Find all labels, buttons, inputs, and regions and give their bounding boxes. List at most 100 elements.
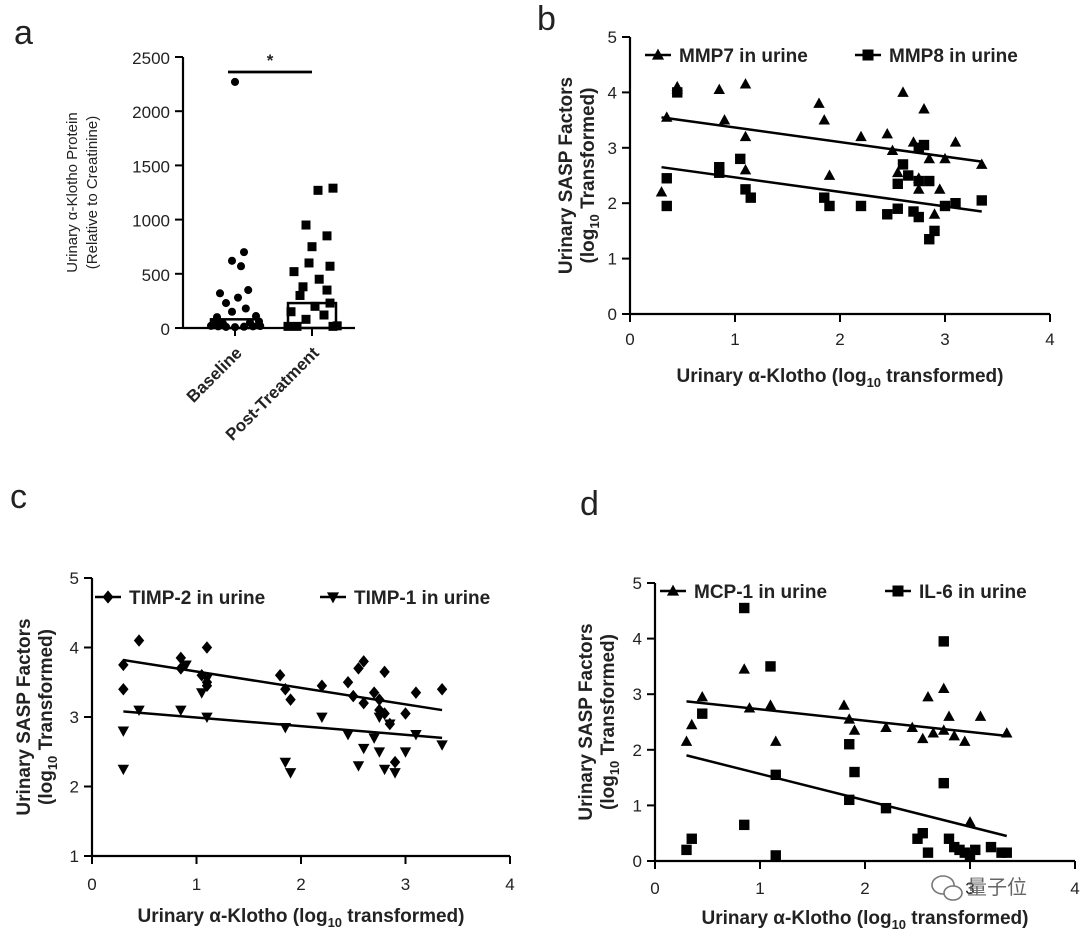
data-point-series-1: [739, 78, 752, 89]
y-tick-label: 2: [633, 741, 642, 760]
watermark: 量子位: [931, 875, 1027, 901]
regression-line-1: [123, 658, 443, 712]
y-axis-label-line1: Urinary SASP Factors: [14, 618, 35, 815]
data-point-series-2: [970, 844, 981, 856]
x-axis-label-sub: 10: [328, 915, 342, 930]
data-point-posttreatment: [325, 298, 335, 308]
data-point-series-2: [922, 847, 934, 858]
data-point-baseline: [236, 262, 246, 271]
data-point-series-1: [379, 665, 390, 679]
x-tick-label: 2: [835, 330, 844, 349]
x-axis-label-sub: 10: [892, 917, 906, 932]
data-point-baseline: [215, 289, 225, 298]
x-tick-label: 3: [965, 879, 974, 898]
x-axis-label-tail: transformed): [881, 366, 1003, 387]
y-tick-label: 3: [608, 139, 617, 158]
data-point-series-2: [399, 747, 412, 758]
y-tick-label: 1: [633, 796, 642, 815]
legend-label: IL-6 in urine: [919, 582, 1027, 603]
y-axis-label-line1: Urinary SASP Factors: [576, 623, 597, 820]
data-point-baseline: [239, 322, 249, 331]
data-point-series-1: [949, 136, 962, 147]
y-axis-label-line2: (Relative to Creatinine): [84, 116, 101, 269]
data-point-posttreatment: [319, 310, 329, 320]
y-tick-label: 2000: [132, 103, 170, 122]
data-point-series-1: [917, 732, 929, 744]
data-point-series-1: [201, 679, 213, 692]
data-point-series-2: [844, 739, 855, 750]
data-point-series-2: [201, 674, 213, 685]
data-point-baseline: [245, 318, 255, 327]
data-point-posttreatment: [304, 258, 314, 268]
data-point-posttreatment: [286, 307, 296, 317]
x-axis-label-main: Urinary α-Klotho (log: [677, 366, 867, 387]
data-point-series-1: [838, 699, 850, 710]
data-point-series-1: [1001, 727, 1013, 738]
legend-marker: [862, 49, 874, 61]
legend-label: MCP-1 in urine: [694, 582, 827, 603]
y-label-tail: Transformed): [36, 629, 57, 756]
data-point-series-1: [655, 186, 668, 197]
y-axis-label-line1: Urinary SASP Factors: [556, 77, 577, 274]
data-point-series-2: [410, 729, 422, 741]
data-point-series-1: [927, 727, 939, 738]
data-point-series-1: [743, 702, 756, 713]
legend-marker: [102, 590, 114, 604]
x-tick-label: 3: [401, 875, 410, 894]
y-label-main: (log: [598, 775, 619, 810]
data-point-series-1: [976, 158, 988, 169]
y-label-sub: 10: [587, 214, 602, 228]
data-point-series-1: [770, 735, 782, 746]
data-point-series-2: [279, 723, 292, 734]
y-tick-label: 1: [70, 847, 79, 866]
data-point-posttreatment: [307, 242, 317, 252]
data-point-series-1: [938, 682, 950, 694]
data-point-series-1: [201, 641, 213, 654]
y-axis-label-line1: Urinary α-Klotho Protein: [64, 112, 81, 272]
data-point-posttreatment: [325, 261, 335, 271]
legend-marker: [651, 48, 665, 60]
data-point-series-1: [274, 669, 286, 682]
data-point-series-1: [906, 721, 918, 732]
data-point-series-1: [410, 686, 422, 699]
x-tick-label: 2: [296, 875, 305, 894]
data-point-series-2: [770, 769, 781, 781]
data-point-series-1: [823, 169, 836, 180]
data-point-series-2: [117, 764, 130, 776]
y-tick-label: 0: [161, 320, 170, 339]
x-tick-label: 3: [940, 330, 949, 349]
data-point-series-2: [316, 712, 328, 723]
wechat-icon: [931, 875, 963, 901]
data-point-posttreatment: [295, 290, 305, 300]
legend-label: TIMP-2 in urine: [129, 588, 265, 609]
y-tick-label: 1: [608, 250, 617, 269]
x-tick-label: 0: [625, 330, 634, 349]
data-point-baseline: [212, 315, 222, 324]
data-point-series-1: [855, 130, 867, 142]
data-point-series-1: [680, 735, 693, 746]
data-point-series-2: [903, 170, 914, 181]
y-tick-label: 2500: [132, 49, 170, 68]
data-point-series-2: [844, 794, 855, 806]
y-tick-label: 2: [70, 778, 79, 797]
data-point-series-2: [714, 167, 725, 178]
panel-a-chart: 05001000150020002500BaselinePost-Treatme…: [64, 49, 355, 444]
data-point-series-2: [714, 161, 725, 173]
data-point-series-2: [745, 192, 756, 203]
data-point-series-2: [1001, 847, 1012, 858]
data-point-series-2: [357, 743, 370, 755]
data-point-series-1: [280, 682, 291, 696]
data-point-series-2: [913, 175, 924, 187]
y-tick-label: 0: [633, 852, 642, 871]
data-point-series-1: [964, 816, 976, 827]
data-point-series-1: [892, 166, 904, 178]
data-point-series-2: [913, 211, 924, 223]
data-point-series-2: [959, 847, 970, 858]
data-point-baseline: [227, 256, 237, 265]
y-tick-label: 3: [633, 685, 642, 704]
y-axis-label-line2: (log10 Transformed): [598, 634, 622, 810]
data-point-series-1: [368, 686, 380, 699]
data-point-series-2: [849, 766, 860, 778]
